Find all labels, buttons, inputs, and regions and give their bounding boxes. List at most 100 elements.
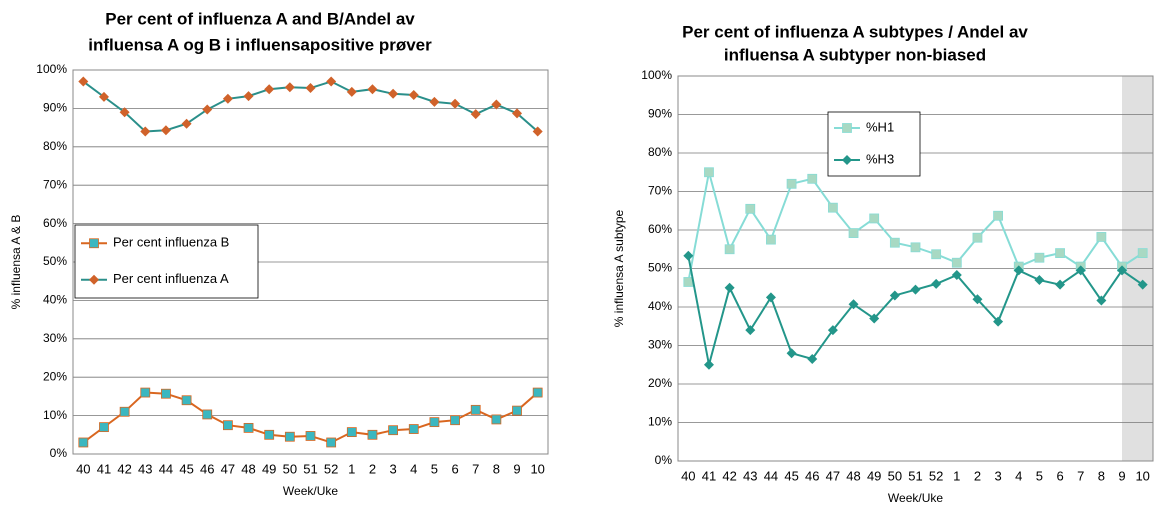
marker — [202, 104, 213, 115]
marker — [683, 277, 694, 287]
marker — [745, 203, 756, 214]
marker — [161, 388, 171, 399]
marker — [512, 405, 522, 416]
x-tick-label: 51 — [303, 461, 317, 476]
marker — [1096, 232, 1107, 242]
marker — [98, 91, 109, 102]
marker — [951, 270, 962, 281]
y-tick-label: 90% — [648, 107, 672, 121]
x-tick-label: 6 — [1056, 468, 1063, 483]
marker — [512, 108, 523, 119]
marker — [408, 89, 419, 100]
x-tick-label: 6 — [451, 461, 458, 476]
legend-label: Per cent influenza B — [113, 235, 229, 250]
x-tick-label: 43 — [743, 468, 757, 483]
x-tick-label: 45 — [784, 468, 798, 483]
marker — [931, 249, 942, 260]
marker — [786, 178, 797, 189]
x-tick-label: 9 — [513, 461, 520, 476]
marker — [931, 278, 942, 289]
x-tick-label: 44 — [764, 468, 778, 483]
legend-box — [827, 111, 921, 177]
marker — [1096, 295, 1107, 306]
marker — [1034, 252, 1045, 263]
marker — [78, 437, 89, 448]
x-tick-label: 42 — [722, 468, 736, 483]
marker — [450, 415, 460, 426]
x-tick-label: 10 — [530, 461, 544, 476]
y-tick-label: 20% — [648, 376, 672, 390]
x-tick-label: 4 — [1015, 468, 1022, 483]
marker — [140, 387, 151, 398]
marker — [1137, 279, 1148, 290]
plot-border — [72, 69, 549, 455]
x-tick-label: 1 — [953, 468, 960, 483]
x-tick-label: 40 — [76, 461, 90, 476]
y-tick-label: 0% — [655, 453, 673, 467]
x-tick-label: 1 — [348, 461, 355, 476]
marker — [972, 232, 983, 243]
y-tick-label: 70% — [43, 177, 67, 191]
y-tick-label: 0% — [50, 446, 68, 460]
marker — [222, 93, 233, 104]
y-tick-label: 60% — [648, 222, 672, 236]
marker — [532, 387, 543, 398]
marker — [869, 313, 880, 324]
x-tick-label: 9 — [1118, 468, 1125, 483]
marker — [491, 414, 502, 425]
chart-title: Per cent of influenza A subtypes / Andel… — [682, 22, 1028, 41]
marker — [972, 294, 983, 305]
y-tick-label: 30% — [648, 338, 672, 352]
x-tick-label: 51 — [908, 468, 922, 483]
marker — [807, 173, 818, 184]
series-line — [687, 171, 1144, 283]
marker — [284, 431, 295, 442]
legend-label: %H1 — [866, 119, 894, 134]
x-tick-label: 46 — [200, 461, 214, 476]
marker — [765, 292, 776, 303]
marker — [1117, 265, 1128, 276]
x-tick-label: 48 — [241, 461, 255, 476]
x-tick-label: 40 — [681, 468, 695, 483]
y-tick-label: 50% — [43, 254, 67, 268]
marker — [222, 420, 233, 431]
y-tick-label: 10% — [648, 415, 672, 429]
marker — [683, 250, 694, 261]
marker — [724, 244, 735, 255]
marker — [1013, 265, 1024, 276]
series-line — [687, 255, 1144, 366]
marker — [119, 406, 130, 417]
y-tick-label: 80% — [648, 145, 672, 159]
marker — [78, 76, 89, 87]
x-tick-label: 3 — [994, 468, 1001, 483]
x-tick-label: 43 — [138, 461, 152, 476]
x-tick-label: 46 — [805, 468, 819, 483]
marker — [993, 210, 1004, 221]
marker — [532, 126, 543, 137]
marker — [470, 109, 481, 120]
marker — [470, 404, 481, 415]
marker — [842, 155, 852, 165]
marker — [1075, 265, 1086, 276]
marker — [869, 213, 880, 224]
plot-border — [677, 75, 1154, 462]
x-tick-label: 7 — [472, 461, 479, 476]
marker — [89, 238, 99, 249]
marker — [346, 427, 357, 438]
marker — [284, 82, 295, 93]
marker — [450, 98, 461, 109]
marker — [703, 359, 714, 370]
marker — [827, 202, 838, 213]
y-axis-label: % influensa A subtype — [612, 209, 626, 327]
x-tick-label: 48 — [846, 468, 860, 483]
marker — [889, 237, 900, 248]
chart-title: Per cent of influenza A and B/Andel av — [105, 9, 415, 28]
marker — [848, 299, 859, 310]
marker — [889, 290, 900, 301]
marker — [160, 125, 171, 136]
marker — [140, 126, 151, 137]
y-tick-label: 100% — [641, 68, 672, 82]
marker — [491, 99, 502, 110]
marker — [326, 437, 337, 448]
